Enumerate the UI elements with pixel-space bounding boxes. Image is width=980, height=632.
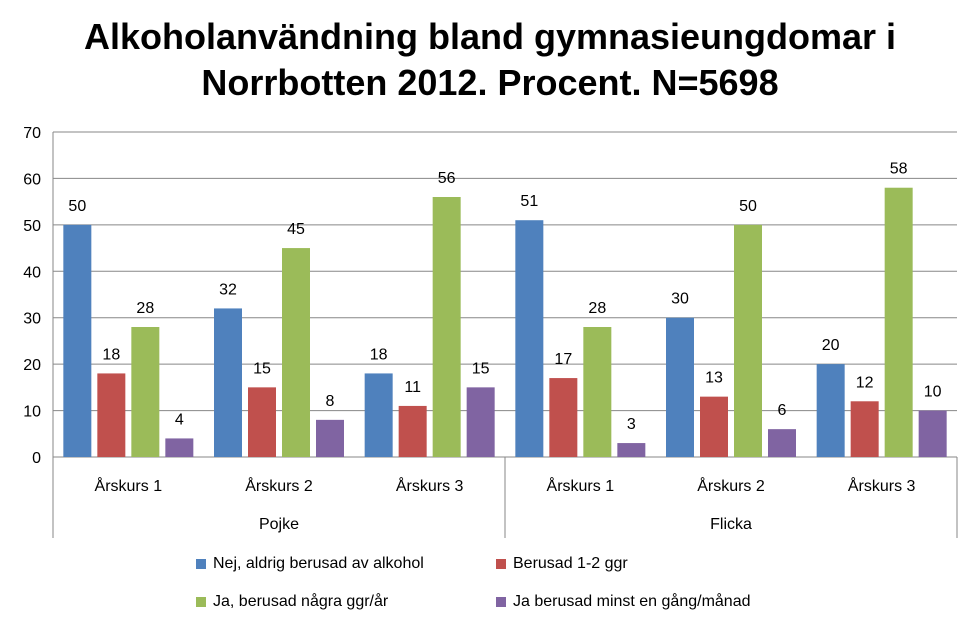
bar [466,387,495,457]
data-label: 50 [739,198,757,215]
bar [884,187,913,457]
data-label: 4 [175,411,184,428]
data-label: 12 [856,374,874,391]
data-label: 30 [671,291,689,308]
data-label: 11 [404,379,421,396]
data-label: 8 [326,393,335,410]
data-label: 13 [705,370,723,387]
y-tick-label: 40 [23,264,41,281]
legend-item-never: Nej, aldrig berusad av alkohol [196,554,496,574]
legend-label-few-times-year: Ja, berusad några ggr/år [213,593,389,610]
y-tick-label: 50 [23,218,41,235]
legend-swatch-monthly [496,597,506,607]
bar [700,396,728,457]
y-tick-label: 70 [23,125,41,142]
bar [850,401,879,457]
group-label: Flicka [710,516,752,533]
bar [97,373,126,457]
y-tick-label: 30 [23,311,41,328]
data-label: 18 [370,346,388,363]
bar [816,364,845,457]
bar [734,224,762,457]
data-label: 50 [68,198,86,215]
x-tick-label: Årskurs 2 [697,476,765,495]
data-label: 32 [219,281,237,298]
y-tick-label: 0 [32,450,41,467]
legend-swatch-1-2-times [496,559,506,569]
x-tick-label: Årskurs 3 [396,476,464,495]
x-tick-label: Årskurs 1 [547,476,615,495]
bar [549,378,578,457]
bar [432,197,461,457]
legend-item-monthly: Ja berusad minst en gång/månad [496,592,816,612]
data-label: 58 [890,161,908,178]
bar [617,443,646,457]
bar [248,387,276,457]
data-label: 6 [778,402,787,419]
data-label: 51 [520,193,538,210]
bar [583,327,612,457]
x-tick-label: Årskurs 3 [848,476,916,495]
bar [768,429,796,457]
legend-swatch-few-times-year [196,597,206,607]
legend: Nej, aldrig berusad av alkohol Berusad 1… [196,554,896,612]
data-label: 17 [554,351,572,368]
bar [918,410,947,457]
x-tick-label: Årskurs 1 [95,476,163,495]
x-tick-label: Årskurs 2 [245,476,313,495]
chart-title: Alkoholanvändning bland gymnasieungdomar… [83,16,897,103]
data-label: 10 [924,384,942,401]
bar [398,405,427,457]
data-label: 18 [102,346,120,363]
data-label: 15 [253,360,271,377]
bar [364,373,393,457]
data-label: 28 [136,300,154,317]
group-label: Pojke [259,516,299,533]
bar [165,438,194,457]
legend-label-never: Nej, aldrig berusad av alkohol [213,555,424,572]
bar [666,317,694,457]
data-label: 20 [822,337,840,354]
bar [316,419,344,457]
data-label: 56 [438,170,456,187]
bar [282,248,310,457]
legend-label-1-2-times: Berusad 1-2 ggr [513,555,628,572]
legend-label-monthly: Ja berusad minst en gång/månad [513,593,751,610]
data-label: 28 [588,300,606,317]
bar [131,327,160,457]
legend-swatch-never [196,559,206,569]
data-label: 3 [627,416,636,433]
bar [515,220,544,457]
bar [63,224,92,457]
y-tick-label: 20 [23,357,41,374]
y-tick-label: 10 [23,404,41,421]
bar [214,308,242,457]
y-tick-label: 60 [23,171,41,188]
legend-item-1-2-times: Berusad 1-2 ggr [496,554,816,574]
data-label: 45 [287,221,305,238]
legend-item-few-times-year: Ja, berusad några ggr/år [196,592,496,612]
data-label: 15 [472,360,490,377]
